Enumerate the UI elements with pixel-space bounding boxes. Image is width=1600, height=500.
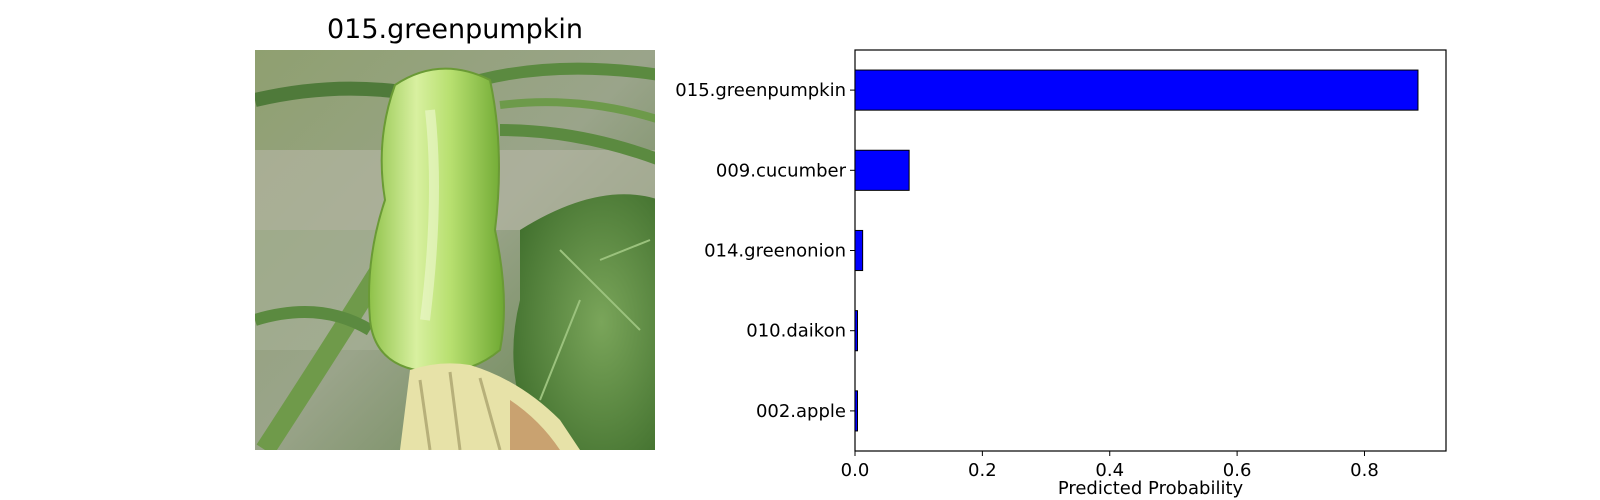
bar-002.apple bbox=[854, 390, 858, 432]
x-axis-label: Predicted Probability bbox=[1058, 478, 1244, 499]
bar-014.greenonion bbox=[854, 229, 864, 272]
x-tick-label: 0.6 bbox=[1223, 460, 1252, 481]
y-tick-label: 010.daikon bbox=[746, 321, 846, 342]
y-tick-label: 015.greenpumpkin bbox=[675, 80, 846, 101]
x-tick-label: 0.0 bbox=[841, 460, 870, 481]
bar-015.greenpumpkin bbox=[854, 69, 1419, 111]
y-tick-label: 009.cucumber bbox=[716, 160, 847, 181]
image-title: 015.greenpumpkin bbox=[326, 14, 584, 45]
x-tick-label: 0.2 bbox=[968, 460, 997, 481]
y-tick-label: 002.apple bbox=[756, 401, 846, 422]
bar-009.cucumber bbox=[854, 149, 910, 191]
bar-010.daikon bbox=[854, 310, 858, 352]
y-tick-label: 014.greenonion bbox=[704, 241, 846, 262]
x-tick-label: 0.8 bbox=[1350, 460, 1379, 481]
x-tick-label: 0.4 bbox=[1095, 460, 1124, 481]
